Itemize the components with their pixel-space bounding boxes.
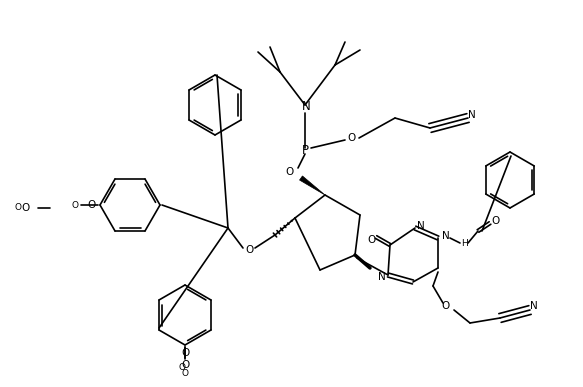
Text: O: O xyxy=(442,301,450,311)
Text: O: O xyxy=(492,216,500,226)
Text: N: N xyxy=(530,301,538,311)
Text: N: N xyxy=(442,231,450,241)
Text: O: O xyxy=(88,200,96,210)
Text: O: O xyxy=(368,235,376,245)
Text: O: O xyxy=(181,348,189,358)
Text: N: N xyxy=(468,110,476,120)
Text: N: N xyxy=(417,221,425,231)
Text: O: O xyxy=(245,245,253,255)
Text: O: O xyxy=(181,360,189,370)
Text: H: H xyxy=(462,238,468,248)
Text: O: O xyxy=(286,167,294,177)
Text: O: O xyxy=(178,363,185,372)
Text: N: N xyxy=(301,101,310,113)
Text: P: P xyxy=(301,144,308,156)
Text: O: O xyxy=(21,203,29,213)
Polygon shape xyxy=(300,176,325,195)
Text: O: O xyxy=(15,204,22,212)
Text: N: N xyxy=(378,272,386,282)
Text: O: O xyxy=(348,133,356,143)
Text: O: O xyxy=(72,200,79,209)
Text: O: O xyxy=(181,370,188,378)
